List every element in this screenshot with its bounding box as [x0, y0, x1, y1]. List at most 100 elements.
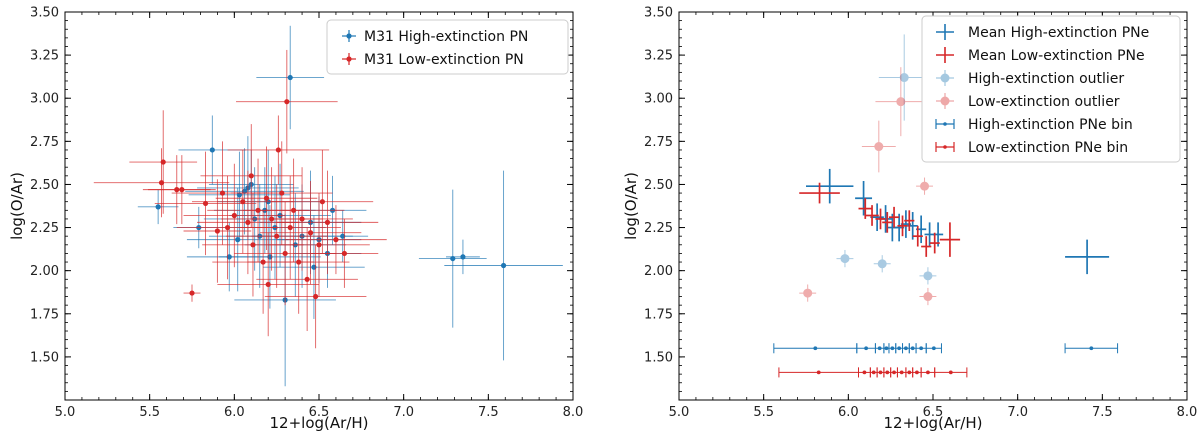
left-m31-high-extinction-pn-point-marker: [235, 237, 241, 243]
left-y-tick-label: 3.25: [30, 49, 59, 64]
right-high-extinction-outlier-point: [878, 34, 930, 121]
right-high-extinction-outlier-point: [873, 255, 891, 273]
right-y-tick-label: 3.25: [644, 49, 673, 64]
right-low-extinction-pne-bin-bin-center: [885, 370, 890, 375]
left-m31-high-extinction-pn-point: [263, 215, 365, 319]
left-x-tick-label: 5.5: [139, 405, 160, 420]
left-y-tick-label: 1.75: [30, 307, 59, 322]
left-plot-marks: [93, 25, 563, 387]
right-legend-label-outlier-low: Low-extinction outlier: [968, 94, 1120, 110]
right-high-extinction-pne-bin-bin: [908, 343, 917, 354]
left-m31-high-extinction-pn-point-marker: [209, 147, 215, 153]
right-low-extinction-pne-bin-bin-center: [816, 370, 821, 375]
right-legend-marker-outlier-high: [936, 70, 954, 86]
right-y-tick-label: 1.75: [644, 307, 673, 322]
left-m31-low-extinction-pn-point-marker: [265, 281, 271, 288]
left-m31-low-extinction-pn-point: [217, 232, 319, 337]
left-m31-low-extinction-pn-point: [268, 193, 370, 297]
left-m31-low-extinction-pn-point: [183, 163, 286, 268]
left-m31-low-extinction-pn-point: [93, 148, 230, 218]
right-low-extinction-pne-bin-bin-center: [907, 370, 912, 375]
left-m31-low-extinction-pn-point-marker: [316, 242, 322, 248]
left-m31-low-extinction-pn-point: [183, 284, 201, 302]
left-m31-low-extinction-pn-point-marker: [263, 195, 270, 201]
right-low-extinction-outlier-point-marker: [803, 288, 813, 298]
right-panel: 5.0 5.5 6.0 6.5 7.0 7.5 8.0 1.50 1.75 2.00 2.25 2.5…: [622, 6, 1197, 433]
right-low-extinction-pne-bin-bin: [883, 367, 892, 378]
right-legend-label-mean-low: Mean Low-extinction PNe: [968, 48, 1145, 64]
left-m31-low-extinction-pn-point-marker: [296, 259, 302, 265]
left-m31-low-extinction-pn-point-marker: [299, 216, 305, 222]
left-m31-low-extinction-pn-point-marker: [287, 224, 293, 231]
left-m31-high-extinction-pn-point: [446, 239, 480, 275]
right-high-extinction-pne-bin-bin: [773, 343, 858, 354]
left-m31-low-extinction-pn-point: [200, 124, 303, 228]
left-axis-ticks: 5.0 5.5 6.0 6.5 7.0 7.5 8.0 1.50 1.75 2.00 2.25 2.5…: [30, 6, 583, 421]
left-legend-marker-low: [342, 53, 356, 65]
right-x-tick-label: 6.5: [923, 405, 944, 420]
right-high-extinction-pne-bin-bin-center: [1089, 346, 1094, 351]
right-x-tick-label: 5.5: [753, 405, 774, 420]
right-legend: Mean High-extinction PNe Mean Low-extinc…: [921, 15, 1181, 163]
right-y-tick-label: 1.50: [644, 350, 673, 365]
right-mean-low-extinction-pne-point: [904, 210, 915, 232]
right-low-extinction-outlier-point-marker: [923, 292, 933, 302]
right-x-tick-label: 6.0: [838, 405, 859, 420]
right-y-tick-label: 2.25: [644, 221, 673, 236]
left-m31-low-extinction-pn-point: [264, 244, 367, 349]
right-high-extinction-pne-bin-bin-center: [897, 346, 902, 351]
right-plot-marks: [773, 34, 1119, 378]
left-m31-low-extinction-pn-point-marker: [179, 187, 185, 193]
right-high-extinction-pne-bin-bin: [883, 343, 890, 354]
right-legend-box: [921, 15, 1181, 163]
right-legend-marker-mean-low: [936, 47, 954, 63]
left-m31-low-extinction-pn-point-marker: [282, 250, 288, 257]
left-x-tick-label: 5.0: [55, 405, 76, 420]
left-m31-low-extinction-pn-point-marker: [319, 199, 325, 205]
right-mean-high-extinction-pne-point: [855, 180, 873, 216]
right-low-extinction-pne-bin-bin: [920, 367, 936, 378]
right-mean-high-extinction-pne-point: [806, 168, 854, 204]
right-low-extinction-pne-bin-bin: [857, 367, 871, 378]
right-low-extinction-outlier-point-marker: [896, 97, 906, 107]
left-m31-high-extinction-pn-point: [256, 25, 325, 130]
right-legend-label-bin-high: High-extinction PNe bin: [968, 117, 1133, 133]
left-m31-low-extinction-pn-point-marker: [250, 242, 256, 248]
right-high-extinction-outlier-point-marker: [877, 259, 887, 269]
right-mean-low-extinction-pne-point: [799, 182, 840, 204]
right-mean-low-extinction-pne-point: [912, 225, 923, 247]
right-high-extinction-pne-bin-bin-center: [884, 346, 889, 351]
right-mean-low-extinction-pne-point: [921, 236, 932, 257]
right-high-extinction-outlier-point-marker: [899, 73, 909, 83]
left-y-tick-label: 3.00: [30, 92, 59, 107]
right-mean-low-extinction-pne-point: [888, 206, 900, 228]
right-low-extinction-outlier-point: [861, 120, 896, 173]
left-y-tick-label: 2.00: [30, 264, 59, 279]
left-m31-low-extinction-pn-point-marker: [214, 228, 220, 234]
right-high-extinction-pne-bin-bin: [856, 343, 876, 354]
left-m31-low-extinction-pn-point: [310, 218, 379, 288]
left-x-tick-label: 7.5: [478, 405, 499, 420]
left-x-tick-label: 6.5: [309, 405, 330, 420]
left-y-axis-label: log(O/Ar): [8, 172, 26, 240]
left-m31-high-extinction-pn-point: [185, 148, 304, 235]
right-high-extinction-pne-bin-bin-center: [813, 346, 818, 351]
left-m31-high-extinction-pn-point-marker: [287, 74, 293, 81]
right-low-extinction-pne-bin-bin: [905, 367, 914, 378]
left-y-tick-label: 1.50: [30, 350, 59, 365]
right-high-extinction-pne-bin-bin: [1064, 343, 1119, 354]
left-panel: 5.0 5.5 6.0 6.5 7.0 7.5 8.0 1.50 1.75 2.00 2.25 2.5…: [8, 6, 583, 433]
left-m31-low-extinction-pn-point-marker: [231, 212, 237, 219]
left-y-tick-label: 2.75: [30, 135, 59, 150]
right-legend-marker-bin-low: [935, 142, 955, 152]
left-m31-high-extinction-pn-point: [444, 170, 563, 361]
left-m31-high-extinction-pn-point-marker: [460, 254, 466, 260]
left-m31-high-extinction-pn-point: [137, 189, 179, 225]
right-low-extinction-pne-bin-bin: [934, 367, 968, 378]
right-legend-marker-mean-high: [936, 24, 954, 40]
right-low-extinction-outlier-point: [799, 284, 817, 302]
left-m31-low-extinction-pn-point-marker: [313, 293, 319, 300]
right-low-extinction-outlier-point: [875, 67, 927, 137]
left-m31-low-extinction-pn-point-marker: [160, 159, 166, 165]
